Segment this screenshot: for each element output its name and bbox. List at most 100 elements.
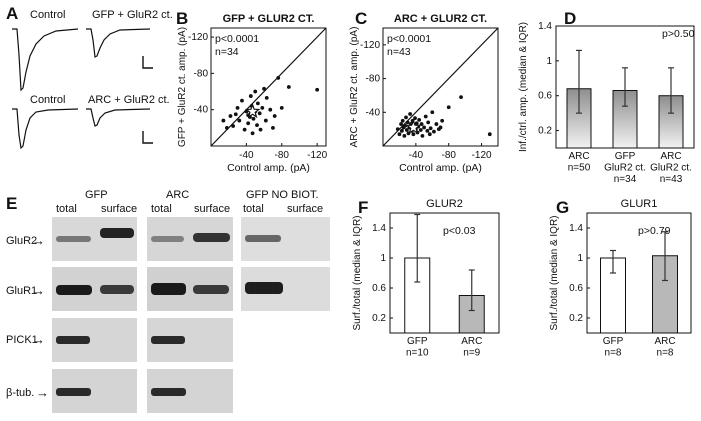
stat-text: p<0.03 [443,225,476,237]
data-point [271,125,275,130]
x-tick-label: -40 [239,150,254,161]
data-point [257,111,262,116]
blot-band [151,336,185,344]
y-tick-label: -40 [366,107,381,118]
data-point [423,114,428,119]
data-point [397,132,402,137]
blot-band [193,285,229,294]
data-point [240,98,244,103]
category-label: n=34 [614,174,637,185]
x-tick-label: -120 [472,150,492,161]
lane-surface-3: surface [287,203,323,215]
data-point [404,115,408,120]
y-tick-label: -80 [366,74,381,85]
lane-total-2: total [151,203,172,215]
blot-band [56,388,91,396]
category-label: n=50 [568,163,591,174]
data-point [246,121,251,126]
chart-title: GLUR1 [621,198,658,210]
data-point [403,123,408,128]
stat-text: n=43 [387,46,411,58]
data-point [237,118,242,123]
plot-frame [586,212,692,334]
data-point [255,123,259,128]
trace-label-gfp: GFP + GluR2 ct. [92,9,173,21]
data-point [268,107,273,112]
row-label-glur1: GluR1 [6,285,37,297]
y-tick-label: 0.2 [569,313,583,324]
blot-band [245,282,283,294]
scalebar-1 [142,56,153,69]
data-point [315,87,320,92]
blot-group-gfp-nobiot: GFP NO BIOT. [246,189,319,201]
data-point [426,120,431,125]
chart-title: GFP + GLUR2 CT. [223,13,315,25]
y-tick-label: -120 [188,32,208,43]
blot-band [100,228,134,238]
plot-frame [382,27,499,147]
y-axis-label: ARC + GluR2 ct. amp. (pA) [349,27,360,148]
data-point [440,118,445,123]
category-label: ARC [660,151,681,162]
lane-surface-1: surface [101,203,137,215]
data-point [264,95,269,100]
blot-band [56,336,90,344]
data-point [286,85,291,89]
stat-text: p<0.0001 [387,33,431,45]
data-point [408,112,413,116]
blot-band [151,283,186,295]
y-axis-label: Surf./total (median & IQR) [549,215,560,330]
unity-line [210,27,327,147]
arrow-icon: → [32,233,45,248]
plot-frame [210,27,327,147]
data-point [417,117,422,122]
blot-band [151,388,186,396]
data-point [414,121,419,126]
data-point [428,126,433,131]
stat-text: p>0.79 [638,225,671,237]
data-point [255,101,260,106]
y-tick-label: 1 [546,56,552,67]
x-axis-label: Control amp. (pA) [399,162,482,174]
x-tick-label: -80 [275,150,290,161]
category-label: ARC [654,336,675,347]
stat-text: p<0.0001 [215,33,259,45]
plot-frame [389,212,500,334]
x-tick-label: -40 [409,150,424,161]
data-point [235,105,240,110]
category-label: n=8 [605,348,622,359]
blot-band [245,235,281,242]
data-point [413,116,417,121]
y-tick-label: -120 [360,40,380,51]
data-point [231,124,236,128]
category-label: ARC [461,336,482,347]
blot-group-gfp: GFP [85,189,108,201]
x-axis-label: Control amp. (pA) [227,162,310,174]
data-point [263,118,268,123]
category-label: n=8 [657,348,674,359]
data-point [430,110,435,115]
data-point [487,132,492,137]
charts-layer: B GFP + GLUR2 CT.-40 -80 -120-120-80-40Cont… [176,9,695,359]
data-point [258,127,263,132]
scalebar-2 [142,131,153,144]
category-label: ARC [568,151,589,162]
blot-band [56,236,91,242]
trace-control-2 [12,108,79,150]
data-point [250,131,255,136]
category-label: GFP [615,151,636,162]
data-point [446,105,451,110]
trace-gfp [86,28,151,58]
category-label: GluR2 ct. [650,163,692,174]
lane-surface-2: surface [194,203,230,215]
data-point [405,120,410,125]
y-axis-label: Surf./total (median & IQR) [352,215,363,330]
median-marker [405,119,422,135]
data-point [248,94,253,98]
x-tick-label: -80 [441,150,456,161]
lane-total-1: total [56,203,77,215]
trace-label-arc: ARC + GluR2 ct. [88,94,170,106]
panel-letter: G [556,198,569,217]
row-label-btub: β-tub. [6,387,34,399]
